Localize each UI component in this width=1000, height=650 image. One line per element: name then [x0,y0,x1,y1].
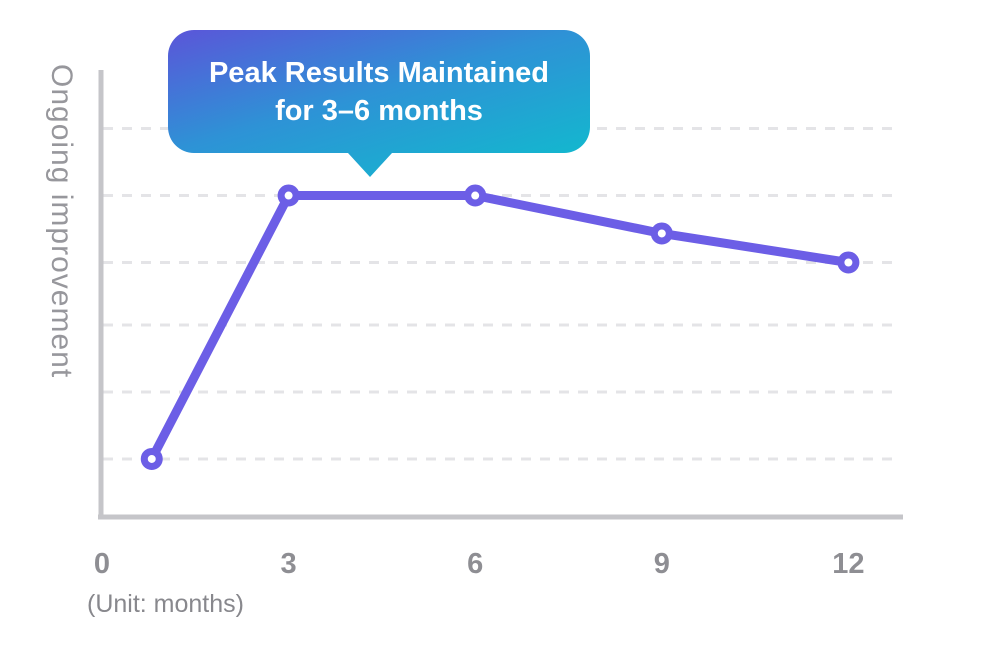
callout-text-line2: for 3–6 months [275,94,483,127]
data-point-marker [464,184,487,207]
data-point-marker [650,222,673,245]
callout-bubble: Peak Results Maintained for 3–6 months [168,30,590,178]
x-axis-tick-labels: 0 3 6 9 12 [0,548,1000,582]
speech-bubble-with-tail [168,30,590,177]
x-tick-label: 3 [280,548,297,580]
data-point-marker [140,447,163,470]
data-point-marker [277,184,300,207]
x-tick-label: 12 [832,548,865,580]
x-axis-unit-label: (Unit: months) [87,590,244,618]
x-tick-label: 0 [93,548,111,580]
callout-text: Peak Results Maintained for 3–6 months [168,30,590,153]
data-point-marker [837,251,860,274]
y-axis-label: Ongoing improvement [45,64,78,379]
callout-text-line1: Peak Results Maintained [208,56,550,89]
callout-bubble-shape [168,30,590,177]
series-line [147,191,853,464]
x-tick-label: 6 [467,548,484,580]
x-tick-label: 9 [653,548,670,580]
